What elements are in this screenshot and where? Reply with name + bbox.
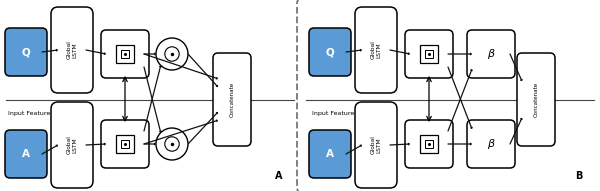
FancyBboxPatch shape bbox=[467, 120, 515, 168]
Bar bbox=[116, 135, 134, 153]
FancyBboxPatch shape bbox=[405, 30, 453, 78]
Circle shape bbox=[156, 38, 188, 70]
Text: $\beta$: $\beta$ bbox=[487, 47, 496, 61]
Bar bbox=[425, 50, 433, 58]
FancyBboxPatch shape bbox=[355, 102, 397, 188]
FancyBboxPatch shape bbox=[51, 102, 93, 188]
Circle shape bbox=[165, 137, 179, 151]
Text: $\beta$: $\beta$ bbox=[487, 137, 496, 151]
Text: Global
LSTM: Global LSTM bbox=[67, 136, 77, 155]
FancyBboxPatch shape bbox=[5, 28, 47, 76]
FancyBboxPatch shape bbox=[467, 30, 515, 78]
Bar bbox=[116, 45, 134, 63]
Circle shape bbox=[156, 128, 188, 160]
Text: B: B bbox=[575, 171, 582, 181]
FancyBboxPatch shape bbox=[309, 28, 351, 76]
Bar bbox=[121, 50, 129, 58]
FancyBboxPatch shape bbox=[0, 0, 303, 191]
FancyBboxPatch shape bbox=[309, 130, 351, 178]
Text: Input Feature: Input Feature bbox=[8, 111, 50, 116]
Text: Global
LSTM: Global LSTM bbox=[371, 40, 382, 59]
Text: Q: Q bbox=[326, 47, 334, 57]
Circle shape bbox=[165, 47, 179, 61]
Text: Global
LSTM: Global LSTM bbox=[371, 136, 382, 155]
FancyBboxPatch shape bbox=[101, 120, 149, 168]
Text: Concatenate: Concatenate bbox=[230, 82, 235, 117]
FancyBboxPatch shape bbox=[101, 30, 149, 78]
FancyBboxPatch shape bbox=[213, 53, 251, 146]
FancyBboxPatch shape bbox=[517, 53, 555, 146]
Text: Global
LSTM: Global LSTM bbox=[67, 40, 77, 59]
Bar bbox=[425, 140, 433, 148]
Bar bbox=[420, 45, 438, 63]
Bar bbox=[420, 135, 438, 153]
Text: Concatenate: Concatenate bbox=[533, 82, 539, 117]
Text: A: A bbox=[275, 171, 282, 181]
Text: Q: Q bbox=[22, 47, 31, 57]
Text: A: A bbox=[326, 149, 334, 159]
Text: A: A bbox=[22, 149, 30, 159]
FancyBboxPatch shape bbox=[355, 7, 397, 93]
Text: Input Feature: Input Feature bbox=[312, 111, 354, 116]
FancyBboxPatch shape bbox=[51, 7, 93, 93]
FancyBboxPatch shape bbox=[297, 0, 600, 191]
FancyBboxPatch shape bbox=[405, 120, 453, 168]
Bar bbox=[121, 140, 129, 148]
FancyBboxPatch shape bbox=[5, 130, 47, 178]
